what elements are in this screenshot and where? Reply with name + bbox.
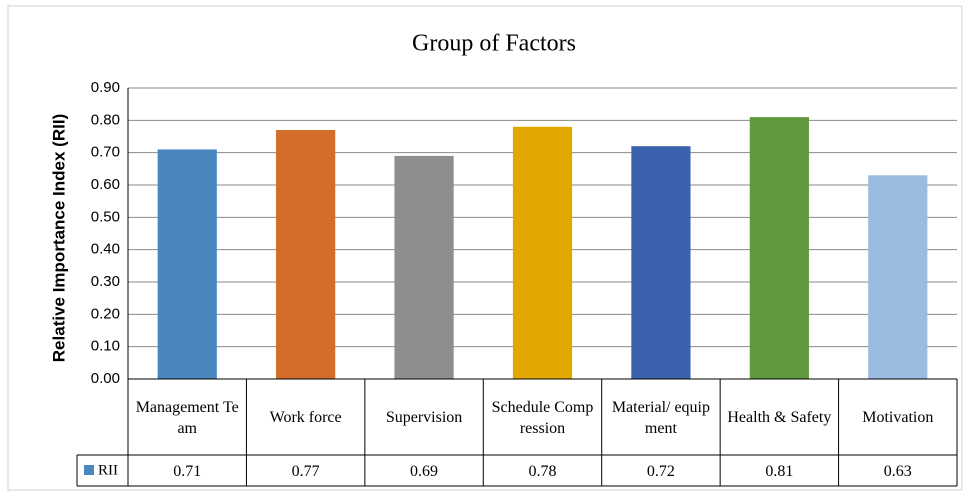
data-table-lines (76, 379, 958, 487)
category-cell: Health & Safety (727, 409, 832, 426)
bar (868, 175, 928, 379)
category-cell: Material/ equipment (611, 398, 710, 437)
chart-title: Group of Factors (412, 31, 576, 57)
value-label: 0.69 (410, 462, 439, 480)
y-tick-label: 0.20 (91, 305, 120, 322)
value-label: 0.78 (528, 462, 557, 480)
y-tick-label: 0.80 (91, 111, 120, 128)
y-tick-label: 0.00 (91, 370, 120, 387)
y-tick-label: 0.70 (91, 144, 120, 161)
category-cell: Motivation (862, 409, 934, 426)
bar (157, 149, 217, 379)
bar (512, 126, 573, 379)
value-label: 0.77 (291, 462, 320, 480)
y-tick-label: 0.30 (91, 273, 120, 290)
category-cell: Work force (269, 409, 342, 426)
bar (749, 117, 809, 379)
category-cell: Management Team (135, 398, 239, 437)
legend-swatch (84, 465, 94, 475)
y-tick-label: 0.50 (91, 208, 120, 225)
y-tick-label: 0.90 (91, 79, 120, 96)
y-axis-label: Relative Importance Index (RII) (49, 114, 68, 362)
y-tick-label: 0.10 (91, 338, 120, 355)
bar (276, 130, 336, 379)
value-label: 0.71 (173, 462, 202, 480)
value-label: 0.63 (883, 462, 912, 480)
y-tick-label: 0.60 (91, 176, 120, 193)
legend-label: RII (98, 462, 118, 478)
bar (631, 146, 691, 379)
value-label: 0.72 (646, 462, 675, 480)
y-tick-label: 0.40 (91, 241, 120, 258)
bar (394, 155, 454, 379)
category-cell: Schedule Compression (491, 398, 594, 437)
category-cell: Supervision (385, 409, 463, 426)
value-label: 0.81 (765, 462, 794, 480)
